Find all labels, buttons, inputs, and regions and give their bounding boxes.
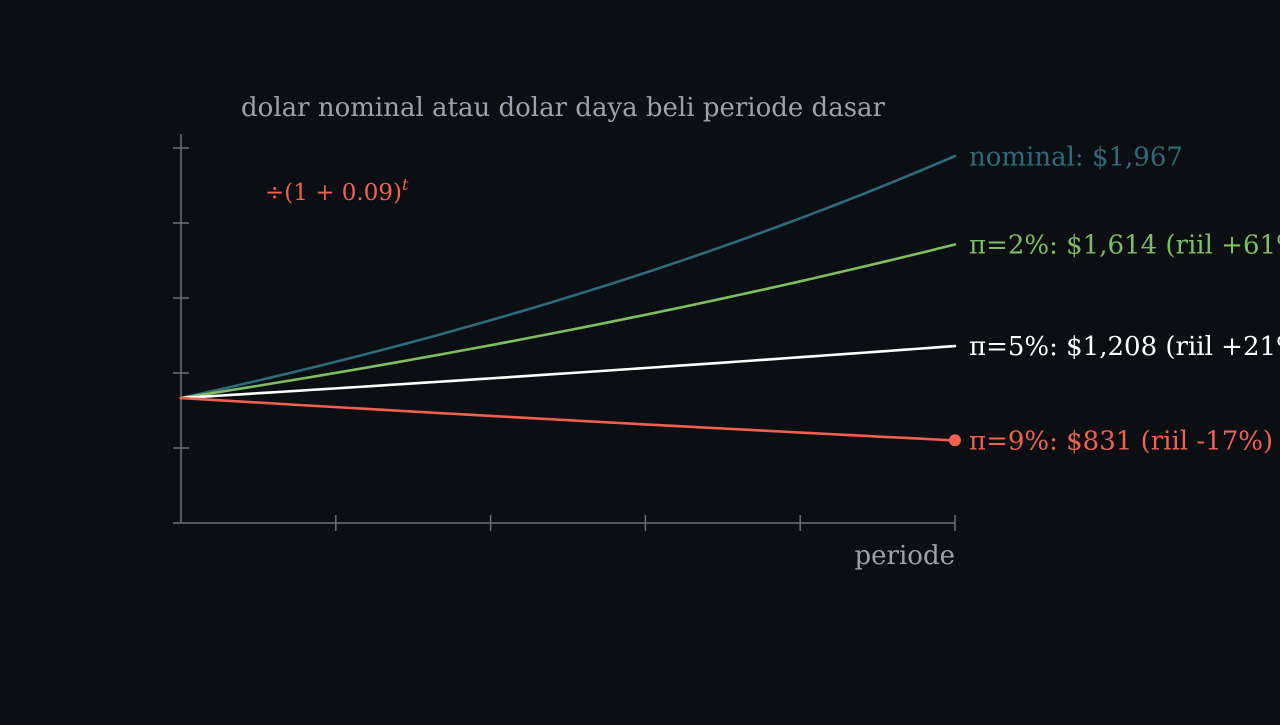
x-axis-label: periode	[855, 541, 955, 571]
chart-title: dolar nominal atau dolar daya beli perio…	[241, 93, 886, 123]
axes	[173, 134, 956, 531]
series-labels: nominal: $1,967 π=2%: $1,614 (riil +61%) π…	[969, 142, 1280, 456]
series-end-marker-3	[949, 434, 961, 447]
series-line-2	[179, 344, 957, 400]
deflator-formula-exponent: t	[402, 175, 409, 194]
series-label-1: π=2%: $1,614 (riil +61%)	[969, 231, 1280, 261]
series-label-2: π=5%: $1,208 (riil +21%)	[969, 332, 1280, 362]
series-lines	[179, 154, 961, 447]
deflator-formula: ÷(1 + 0.09)t	[265, 175, 409, 206]
series-label-0: nominal: $1,967	[969, 142, 1183, 172]
series-label-3: π=9%: $831 (riil -17%)	[969, 426, 1273, 456]
series-line-0	[179, 154, 957, 400]
series-line-3	[179, 396, 957, 442]
series-line-1	[179, 243, 957, 400]
deflator-formula-base: ÷(1 + 0.09)	[265, 180, 402, 206]
